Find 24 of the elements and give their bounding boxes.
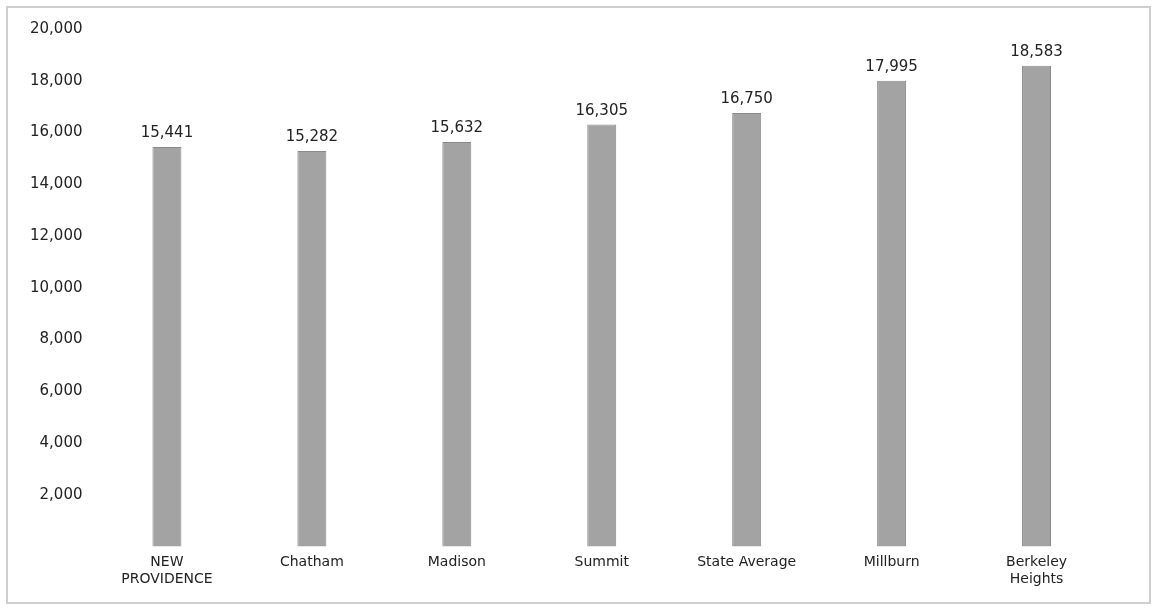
x-tick-label: Madison <box>427 553 486 570</box>
x-tick-label: Millburn <box>863 553 920 570</box>
data-label: 15,441 <box>140 123 194 142</box>
data-label: 15,282 <box>285 127 339 146</box>
y-tick-label: 14,000 <box>29 174 83 193</box>
y-tick-label: 4,000 <box>39 432 83 451</box>
y-tick-label: 8,000 <box>39 329 83 348</box>
y-tick-label: 10,000 <box>29 277 83 296</box>
data-label: 16,305 <box>575 100 628 119</box>
data-label: 17,995 <box>865 57 918 76</box>
y-tick-label: 2,000 <box>39 484 83 503</box>
y-tick-label: 20,000 <box>29 18 83 37</box>
x-tick-label: NEW PROVIDENCE <box>121 553 213 587</box>
y-tick-label: 6,000 <box>39 381 83 400</box>
x-tick-label: State Average <box>697 553 797 570</box>
y-tick-label: 16,000 <box>29 122 83 141</box>
y-tick-label: 18,000 <box>29 70 83 89</box>
data-label: 16,750 <box>720 89 773 108</box>
data-label: 15,632 <box>430 118 484 137</box>
x-tick-label: Berkeley Heights <box>1006 553 1068 587</box>
x-tick-label: Chatham <box>279 553 344 570</box>
data-label: 18,583 <box>1010 42 1063 61</box>
x-tick-label: Summit <box>574 553 630 570</box>
y-tick-label: 12,000 <box>29 225 83 244</box>
